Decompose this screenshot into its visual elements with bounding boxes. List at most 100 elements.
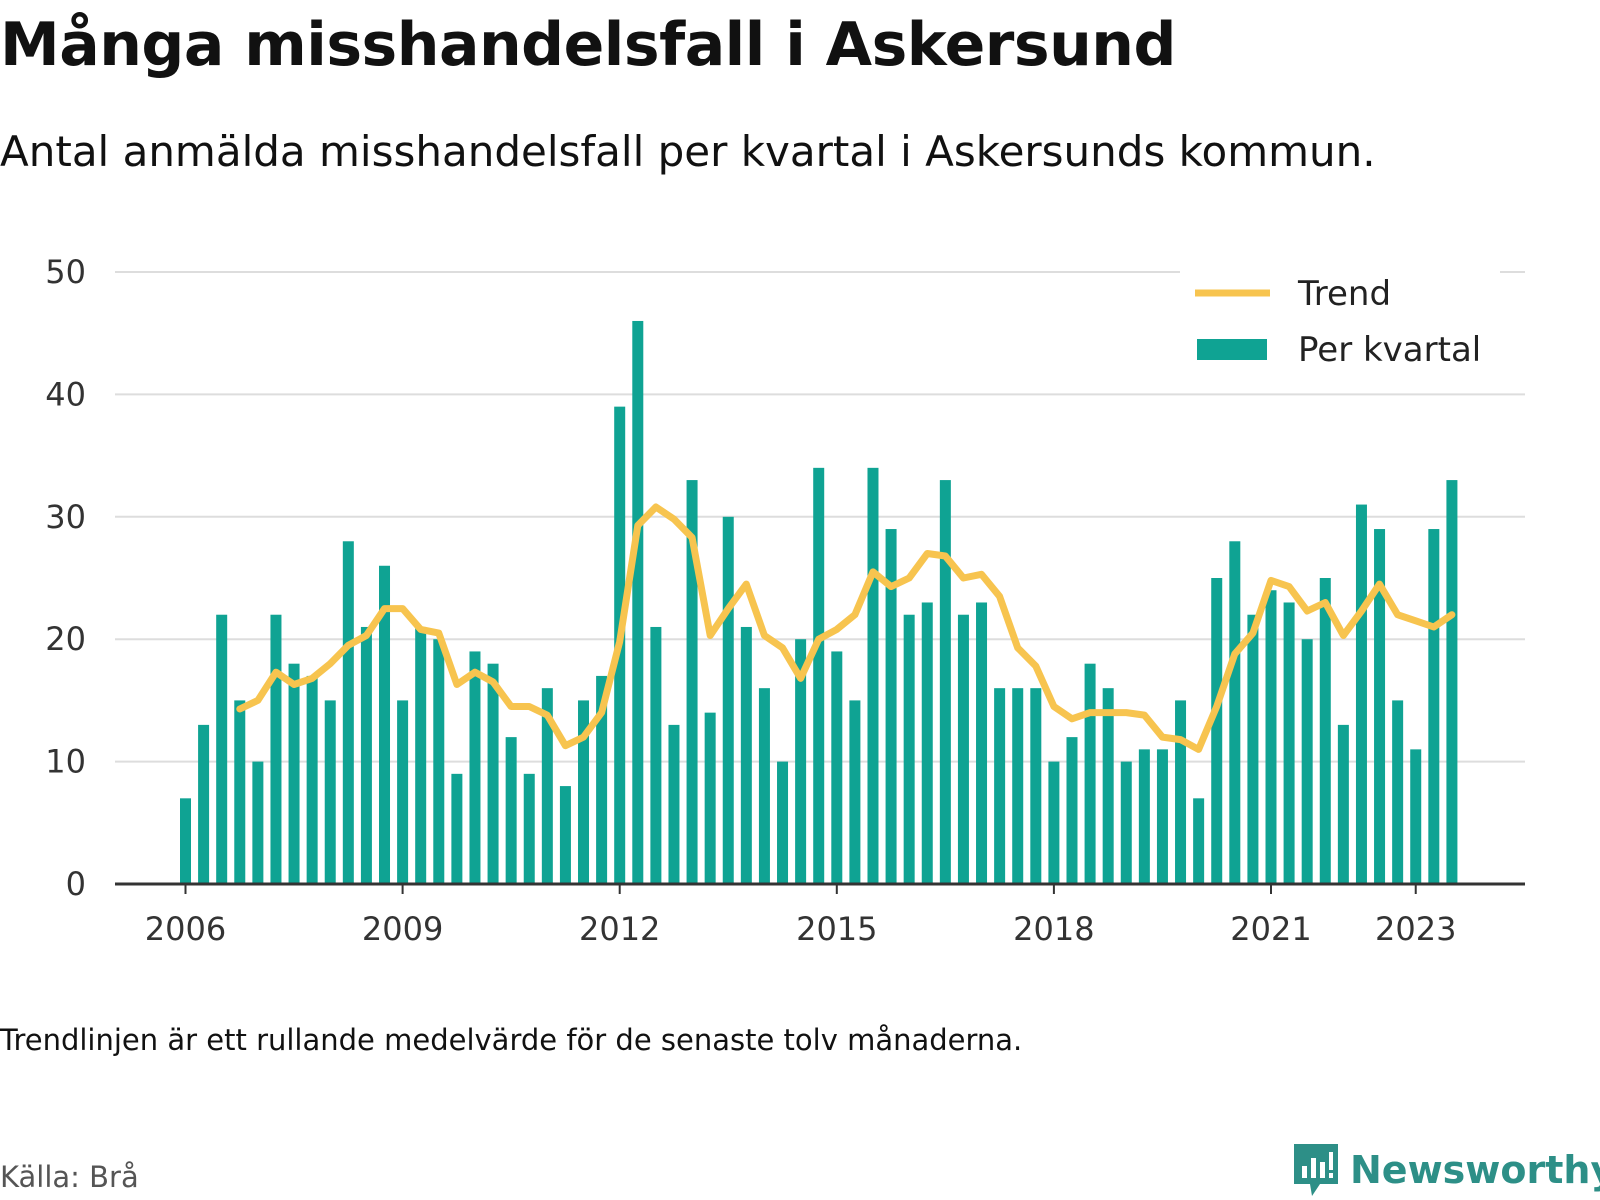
bar	[632, 320, 644, 885]
bar	[1337, 724, 1349, 884]
bar	[994, 688, 1006, 884]
bar	[1410, 749, 1422, 884]
bar	[559, 786, 571, 884]
y-tick-label: 10	[45, 743, 86, 781]
bar	[1138, 749, 1150, 884]
bar	[1283, 602, 1295, 884]
bar	[1048, 761, 1060, 884]
x-tick-label: 2021	[1230, 910, 1311, 948]
bar	[505, 737, 517, 884]
bar	[578, 700, 590, 884]
bar	[234, 700, 246, 884]
bar	[415, 626, 427, 884]
x-axis-ticks: 2006 2009 2012 2015 2018 2021 2023	[145, 884, 1456, 948]
bar	[1301, 639, 1313, 884]
legend-bar-swatch	[1197, 339, 1267, 360]
bar	[1229, 541, 1241, 884]
bar	[288, 663, 300, 884]
bar	[198, 724, 210, 884]
x-tick-label: 2015	[796, 910, 877, 948]
legend-background	[1180, 270, 1500, 380]
bar	[650, 626, 662, 884]
trend-line	[236, 503, 1456, 753]
legend-label-per-kvartal: Per kvartal	[1298, 330, 1481, 370]
bar	[939, 480, 951, 884]
bar	[1102, 688, 1114, 884]
bar-chart: 0 10 20 30 40 50 2006 2009 2012 2015 2018 2021 2023…	[45, 253, 1525, 948]
bar	[1156, 749, 1168, 884]
bar	[1175, 700, 1187, 884]
bar	[795, 639, 807, 884]
bar	[541, 688, 553, 884]
bar	[740, 626, 752, 884]
bar	[451, 773, 463, 884]
y-tick-label: 20	[45, 620, 86, 658]
bar	[831, 651, 843, 884]
x-tick-label: 2006	[145, 910, 226, 948]
x-tick-label: 2018	[1013, 910, 1094, 948]
bar	[270, 614, 282, 884]
bar	[1392, 700, 1404, 884]
x-tick-label: 2009	[362, 910, 443, 948]
bar	[360, 626, 372, 884]
y-tick-label: 0	[66, 865, 86, 903]
bar	[957, 614, 969, 884]
bar	[1374, 529, 1386, 884]
x-tick-label: 2023	[1375, 910, 1456, 948]
newsworthy-logo: Newsworthy	[1290, 1140, 1600, 1200]
bar	[379, 565, 391, 884]
bar	[867, 467, 879, 884]
bar	[885, 529, 897, 884]
bar	[433, 639, 445, 884]
legend-label-trend: Trend	[1297, 274, 1391, 314]
y-tick-label: 50	[45, 253, 86, 291]
bar	[704, 712, 716, 884]
bar	[758, 688, 770, 884]
bar	[813, 467, 825, 884]
bars	[180, 320, 1458, 885]
bar	[1355, 504, 1367, 884]
bar	[596, 675, 608, 884]
bar	[469, 651, 481, 884]
newsworthy-logo-icon	[1294, 1144, 1338, 1196]
bar	[342, 541, 354, 884]
chart-title: Många misshandelsfall i Askersund	[0, 10, 1176, 80]
source-label: Källa: Brå	[0, 1160, 139, 1194]
bar	[1012, 688, 1024, 884]
chart-note: Trendlinjen är ett rullande medelvärde f…	[0, 1023, 1023, 1057]
x-tick-label: 2012	[579, 910, 660, 948]
bar	[1120, 761, 1132, 884]
trend-line-layer	[236, 503, 1456, 753]
bar	[777, 761, 789, 884]
bar	[722, 516, 734, 884]
bar	[921, 602, 933, 884]
bar	[1428, 529, 1440, 884]
y-axis-ticks: 0 10 20 30 40 50	[45, 253, 86, 903]
bar	[976, 602, 988, 884]
legend: Trend Per kvartal	[1180, 270, 1500, 380]
bar	[252, 761, 264, 884]
bar	[1193, 798, 1205, 884]
bar	[1446, 480, 1458, 884]
bar	[1066, 737, 1078, 884]
bar	[487, 663, 499, 884]
bar	[1247, 614, 1259, 884]
bar	[668, 724, 680, 884]
bar	[849, 700, 861, 884]
brand-name: Newsworthy	[1350, 1148, 1600, 1192]
bar	[397, 700, 409, 884]
bar	[216, 614, 228, 884]
y-tick-label: 40	[45, 375, 86, 413]
bar	[686, 480, 698, 884]
bar	[523, 773, 535, 884]
chart-subtitle: Antal anmälda misshandelsfall per kvarta…	[0, 127, 1376, 176]
bar	[1211, 578, 1223, 884]
bar	[1265, 590, 1277, 884]
bar	[903, 614, 915, 884]
bar	[1030, 688, 1042, 884]
bar	[180, 798, 191, 884]
bar	[1319, 578, 1331, 884]
y-tick-label: 30	[45, 498, 86, 536]
bar	[306, 675, 318, 884]
bar	[1084, 663, 1096, 884]
